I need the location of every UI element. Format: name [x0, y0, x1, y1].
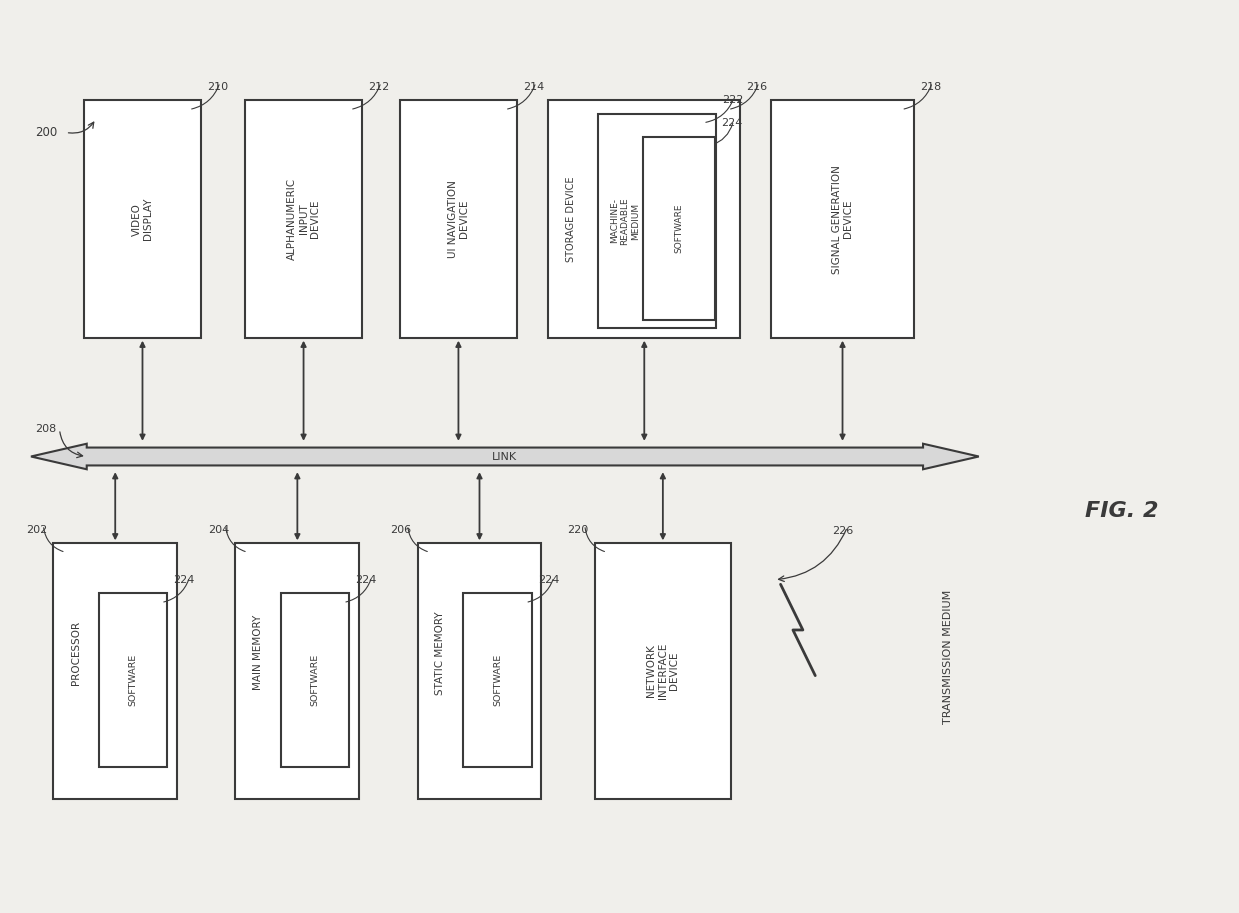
Text: STATIC MEMORY: STATIC MEMORY [435, 611, 445, 695]
Text: TRANSMISSION MEDIUM: TRANSMISSION MEDIUM [943, 590, 953, 725]
Bar [399, 100, 517, 338]
Text: 224: 224 [538, 575, 559, 584]
Text: 208: 208 [35, 425, 56, 434]
Bar [53, 543, 177, 799]
Text: LINK: LINK [492, 452, 518, 461]
Text: 224: 224 [173, 575, 195, 584]
Text: 220: 220 [567, 525, 589, 534]
Text: 204: 204 [208, 525, 229, 534]
Text: 202: 202 [26, 525, 47, 534]
Bar [235, 543, 359, 799]
Text: ALPHANUMERIC
INPUT
DEVICE: ALPHANUMERIC INPUT DEVICE [287, 178, 320, 260]
Text: 224: 224 [721, 119, 742, 128]
Text: 206: 206 [390, 525, 411, 534]
Bar [595, 543, 731, 799]
Polygon shape [31, 444, 979, 469]
Text: SIGNAL GENERATION
DEVICE: SIGNAL GENERATION DEVICE [831, 164, 854, 274]
Bar [418, 543, 541, 799]
Text: UI NAVIGATION
DEVICE: UI NAVIGATION DEVICE [447, 180, 470, 258]
Text: 214: 214 [523, 82, 545, 91]
Bar [281, 593, 349, 767]
Text: PROCESSOR: PROCESSOR [71, 621, 81, 685]
Bar [597, 113, 715, 328]
Bar [463, 593, 532, 767]
Bar [643, 137, 715, 320]
Text: 224: 224 [356, 575, 377, 584]
Text: 226: 226 [833, 527, 854, 536]
Text: SOFTWARE: SOFTWARE [493, 654, 502, 707]
Bar [245, 100, 362, 338]
Text: VIDEO
DISPLAY: VIDEO DISPLAY [131, 198, 154, 240]
Text: MACHINE-
READABLE
MEDIUM: MACHINE- READABLE MEDIUM [610, 197, 641, 245]
Text: SOFTWARE: SOFTWARE [311, 654, 320, 707]
Bar [548, 100, 741, 338]
Text: SOFTWARE: SOFTWARE [129, 654, 138, 707]
Text: STORAGE DEVICE: STORAGE DEVICE [565, 176, 576, 262]
Text: 222: 222 [721, 95, 743, 105]
Bar [771, 100, 914, 338]
Text: 218: 218 [919, 82, 942, 91]
Text: NETWORK
INTERFACE
DEVICE: NETWORK INTERFACE DEVICE [647, 643, 679, 699]
Text: 216: 216 [746, 82, 768, 91]
Text: 212: 212 [368, 82, 390, 91]
Text: 210: 210 [207, 82, 229, 91]
Bar [99, 593, 167, 767]
Text: SOFTWARE: SOFTWARE [674, 204, 684, 253]
Text: 200: 200 [35, 126, 57, 139]
Text: MAIN MEMORY: MAIN MEMORY [253, 615, 263, 690]
Text: FIG. 2: FIG. 2 [1084, 501, 1158, 521]
Bar [84, 100, 201, 338]
